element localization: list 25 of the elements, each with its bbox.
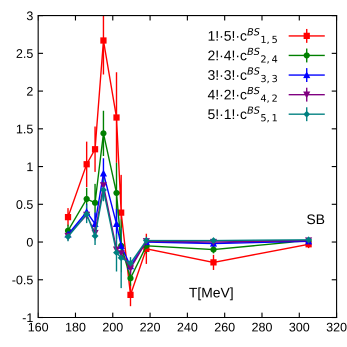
x-tick-label: 260 [214, 322, 235, 332]
y-tick-label: -1 [22, 313, 33, 322]
y-tick-label: 3 [26, 11, 33, 20]
x-tick-label: 280 [252, 322, 272, 332]
annotation: SB [307, 214, 324, 224]
legend-label: 2!·4!·c$^{BS}$$_{2,4}$ [208, 48, 278, 64]
x-tick-label: 200 [102, 322, 123, 332]
x-axis-title: T[MeV] [189, 287, 233, 300]
x-tick-label: 220 [140, 322, 160, 332]
y-tick-label: 1.5 [16, 124, 33, 134]
legend-label: 3!·3!·c$^{BS}$$_{3,3}$ [208, 67, 277, 84]
y-tick-label: 2.5 [16, 49, 33, 58]
y-tick-label: 1 [27, 162, 33, 172]
y-tick-label: 0 [26, 238, 33, 247]
x-tick-label: 160 [28, 322, 48, 332]
x-tick-label: 300 [289, 322, 310, 332]
x-tick-label: 320 [326, 322, 347, 332]
legend-label: 4!·2!·c$^{BS}$$_{4,2}$ [208, 86, 277, 103]
y-tick-label: 2 [26, 86, 33, 96]
legend-label: 1!·5!·c$^{BS}$$_{1,5}$ [208, 28, 277, 44]
y-tick-label: 0.5 [16, 200, 33, 209]
legend-label: 5!·1!·c$^{BS}$$_{5,1}$ [208, 106, 277, 122]
y-tick-label: -0.5 [12, 276, 33, 284]
x-tick-label: 240 [178, 322, 198, 332]
x-tick-label: 180 [66, 322, 86, 332]
